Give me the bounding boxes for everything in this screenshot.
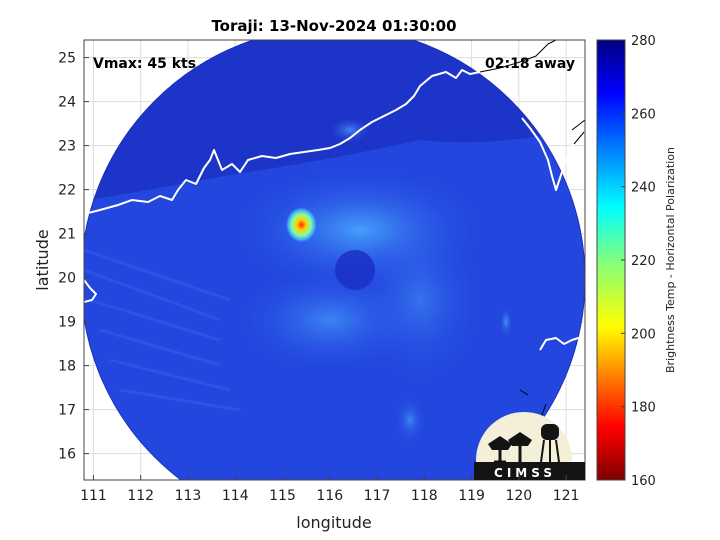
x-axis-label: longitude bbox=[296, 513, 371, 532]
coastline-outside bbox=[479, 40, 585, 421]
cimss-logo: CIMSS bbox=[474, 412, 585, 480]
x-tick-label: 115 bbox=[269, 488, 296, 504]
x-axis-ticks: 111 112 113 114 115 116 117 118 119 120 121 bbox=[80, 475, 579, 504]
plot-frame bbox=[83, 39, 586, 481]
x-tick-label: 111 bbox=[80, 488, 107, 504]
colorbar-label: Brightness Temp - Horizontal Polarizatio… bbox=[664, 147, 677, 373]
y-axis-ticks: 16 17 18 19 20 21 22 23 24 25 bbox=[58, 51, 89, 463]
x-tick-label: 112 bbox=[127, 488, 154, 504]
y-tick-label: 25 bbox=[58, 51, 76, 67]
coastline-luzon bbox=[539, 335, 585, 351]
colorbar-tick-label: 280 bbox=[631, 34, 656, 49]
colorbar-tick-label: 180 bbox=[631, 401, 656, 416]
y-tick-label: 19 bbox=[58, 315, 76, 331]
coastlines bbox=[84, 40, 585, 421]
x-tick-label: 121 bbox=[553, 488, 580, 504]
x-tick-label: 117 bbox=[364, 488, 391, 504]
colorbar-tick-label: 260 bbox=[631, 107, 656, 122]
colorbar-tick-label: 240 bbox=[631, 181, 656, 196]
x-tick-label: 113 bbox=[175, 488, 202, 504]
y-tick-label: 20 bbox=[58, 271, 76, 287]
colorbar-tick-label: 220 bbox=[631, 254, 656, 269]
x-tick-label: 118 bbox=[411, 488, 438, 504]
y-tick-label: 17 bbox=[58, 403, 76, 419]
y-tick-label: 22 bbox=[58, 183, 76, 199]
y-tick-label: 18 bbox=[58, 359, 76, 375]
plot-area: Vmax: 45 kts 02:18 away CIMSS 111 112 113 1… bbox=[58, 39, 586, 504]
colorbar: 280 260 240 220 200 180 160 Brightness Temp - … bbox=[596, 34, 677, 489]
x-tick-label: 119 bbox=[458, 488, 485, 504]
y-axis-label: latitude bbox=[33, 229, 52, 290]
time-offset-annotation: 02:18 away bbox=[485, 56, 575, 72]
colorbar-tick-label: 160 bbox=[631, 474, 656, 489]
y-tick-label: 21 bbox=[58, 227, 76, 243]
colorbar-tick-label: 200 bbox=[631, 327, 656, 342]
colorbar-gradient bbox=[596, 39, 626, 481]
y-tick-label: 16 bbox=[58, 447, 76, 463]
x-tick-label: 116 bbox=[316, 488, 343, 504]
storm-eye bbox=[335, 250, 375, 290]
logo-text: CIMSS bbox=[494, 466, 556, 480]
coastline-taiwan bbox=[521, 117, 575, 191]
x-tick-label: 120 bbox=[505, 488, 532, 504]
x-tick-label: 114 bbox=[222, 488, 249, 504]
vmax-annotation: Vmax: 45 kts bbox=[93, 56, 196, 72]
y-tick-label: 23 bbox=[58, 139, 76, 155]
y-tick-label: 24 bbox=[58, 95, 76, 111]
min-bt-hotspot bbox=[285, 206, 318, 243]
brightness-temp-swath bbox=[84, 40, 585, 480]
coastline-hainan bbox=[84, 279, 97, 303]
chart-title: Toraji: 13-Nov-2024 01:30:00 bbox=[211, 17, 456, 35]
colorbar-ticks: 280 260 240 220 200 180 160 bbox=[621, 34, 656, 489]
coastline-south-china bbox=[84, 69, 481, 215]
